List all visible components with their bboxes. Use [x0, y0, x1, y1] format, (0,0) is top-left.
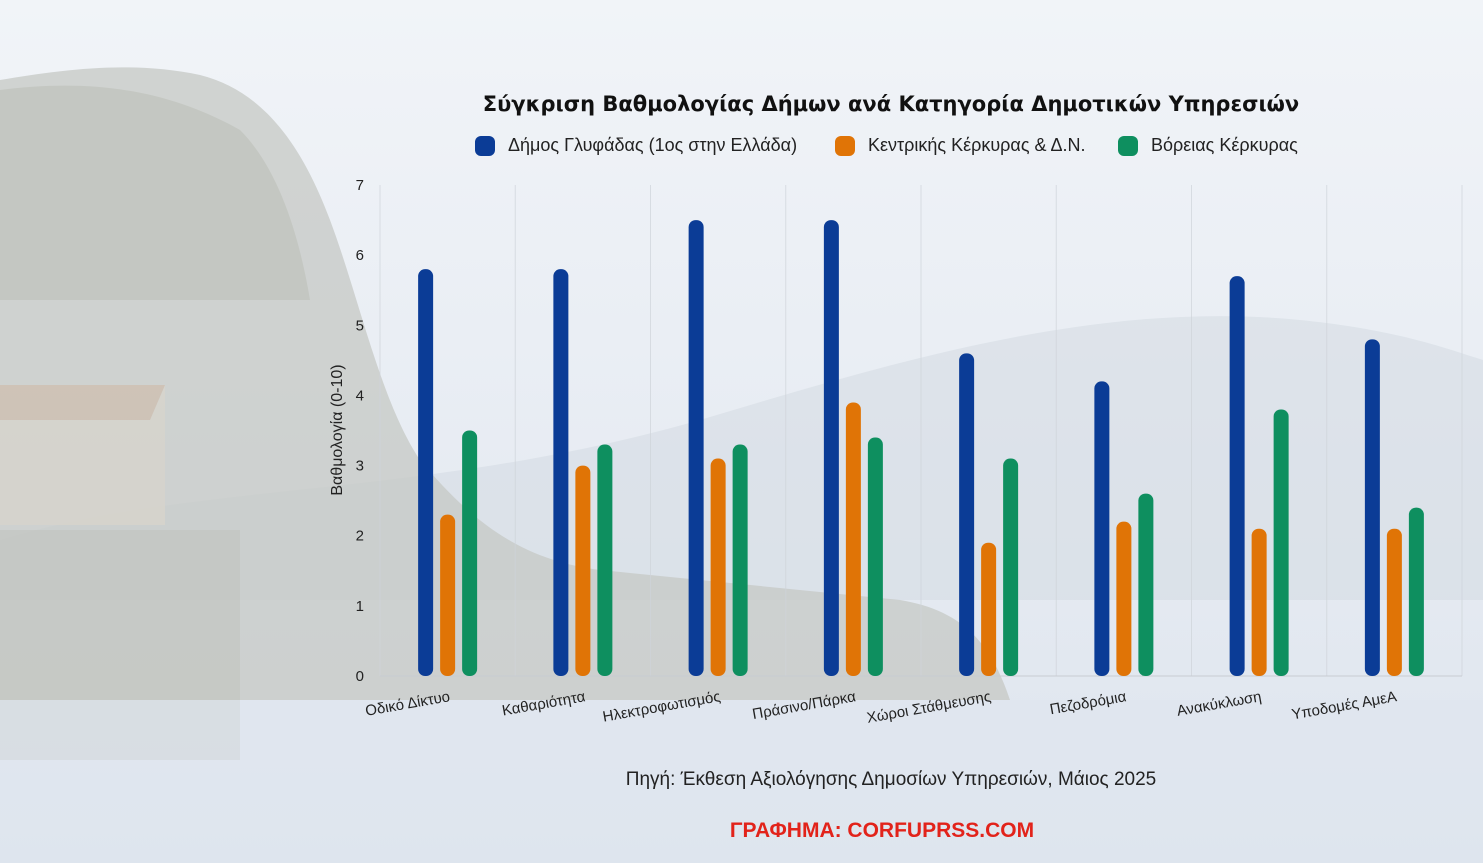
bar	[867, 437, 883, 676]
bar	[418, 269, 434, 676]
bars	[418, 220, 1424, 677]
x-category-label: Καθαριότητα	[501, 688, 587, 719]
bar	[1364, 339, 1380, 676]
bar	[1408, 507, 1424, 676]
credit-label: ΓΡΑΦΗΜΑ: CORFUPRSS.COM	[730, 819, 1034, 842]
x-category-label: Πεζοδρόμια	[1048, 688, 1127, 718]
legend-swatch	[835, 136, 855, 156]
chart-title: Σύγκριση Βαθμολογίας Δήμων ανά Κατηγορία…	[483, 92, 1299, 116]
y-tick-label: 7	[356, 177, 364, 194]
bar	[1116, 521, 1132, 676]
y-tick-label: 2	[356, 528, 364, 545]
bar	[959, 353, 975, 676]
category-labels: Οδικό Δίκτυο Καθαριότητα Ηλεκτροφωτισμός Πρ…	[364, 688, 1398, 727]
bar	[710, 458, 726, 676]
y-axis-ticks: 0 1 2 3 4 5 6 7	[356, 177, 364, 685]
bar	[1138, 493, 1154, 676]
bar	[845, 402, 861, 676]
bar	[1273, 409, 1289, 676]
y-tick-label: 1	[356, 598, 364, 615]
bar	[1386, 528, 1402, 676]
bar	[1251, 528, 1267, 676]
bar	[823, 220, 839, 677]
bar	[688, 220, 704, 677]
bar	[440, 514, 456, 676]
grid-lines	[379, 185, 1463, 676]
bar	[597, 444, 613, 676]
x-category-label: Χώροι Στάθμευσης	[866, 688, 993, 727]
x-category-label: Πράσινο/Πάρκα	[751, 688, 857, 723]
y-tick-label: 3	[356, 458, 364, 475]
legend-item: Βόρειας Κέρκυρας	[1118, 135, 1298, 156]
legend-swatch	[1118, 136, 1138, 156]
bar	[553, 269, 569, 676]
x-category-label: Ηλεκτροφωτισμός	[601, 688, 721, 725]
legend: Δήμος Γλυφάδας (1ος στην Ελλάδα) Κεντρική…	[475, 135, 1298, 156]
x-category-label: Οδικό Δίκτυο	[364, 688, 451, 720]
x-category-label: Ανακύκλωση	[1175, 688, 1262, 720]
legend-label: Δήμος Γλυφάδας (1ος στην Ελλάδα)	[508, 135, 797, 155]
y-tick-label: 6	[356, 247, 364, 264]
y-tick-label: 5	[356, 317, 364, 334]
x-category-label: Υποδομές ΑμεΑ	[1290, 688, 1398, 723]
y-tick-label: 4	[356, 387, 364, 404]
bar	[1003, 458, 1019, 676]
y-tick-label: 0	[356, 668, 364, 685]
source-note: Πηγή: Έκθεση Αξιολόγησης Δημοσίων Υπηρεσ…	[626, 769, 1157, 790]
legend-item: Δήμος Γλυφάδας (1ος στην Ελλάδα)	[475, 135, 797, 156]
bar	[462, 430, 478, 676]
bar	[732, 444, 748, 676]
bar	[1094, 381, 1110, 676]
legend-label: Βόρειας Κέρκυρας	[1151, 135, 1298, 155]
bar	[575, 465, 591, 676]
legend-item: Κεντρικής Κέρκυρας & Δ.Ν.	[835, 135, 1086, 156]
legend-swatch	[475, 136, 495, 156]
y-axis-label: Βαθμολογία (0-10)	[329, 364, 346, 495]
bar	[981, 542, 997, 676]
bar	[1229, 276, 1245, 676]
legend-label: Κεντρικής Κέρκυρας & Δ.Ν.	[868, 135, 1086, 155]
